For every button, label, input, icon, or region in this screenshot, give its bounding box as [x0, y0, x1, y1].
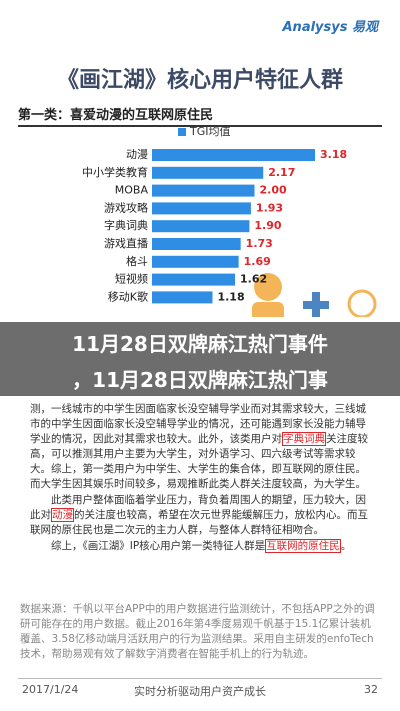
- category-label: 动漫: [126, 147, 148, 161]
- footer-page: 32: [364, 683, 378, 696]
- footer-slogan: 实时分析驱动用户资产成长: [134, 685, 266, 698]
- value-label: 3.18: [320, 148, 347, 161]
- footer-rule: [18, 678, 382, 679]
- paragraph: 综上，《画江湖》IP核心用户第一类特征人群是互联网的原住民。: [30, 539, 370, 554]
- category-label: 游戏直播: [104, 236, 148, 250]
- subtitle: 第一类：喜爱动漫的互联网原住民: [18, 104, 382, 127]
- paragraph: 此类用户整体面临着学业压力，背负着周围人的期望，压力较大，因此对动漫的关注度也较…: [30, 493, 370, 538]
- value-label: 1.93: [256, 201, 283, 214]
- text-run: 综上，《画江湖》IP核心用户第一类特征人群是: [51, 540, 266, 552]
- highlight: 互联网的原住民: [265, 539, 341, 553]
- bar: [152, 202, 251, 215]
- text-run: 关注度较高，可以推测其用户主要为大学生，对外语学习、四六级考试等需求较大。综上，…: [30, 433, 368, 490]
- value-label: 1.73: [246, 237, 273, 250]
- legend-label: TGI均值: [189, 125, 231, 138]
- category-label: 短视频: [115, 272, 148, 286]
- text-run: 。: [340, 540, 352, 552]
- bar: [152, 184, 255, 197]
- category-label: 游戏攻略: [104, 200, 148, 214]
- value-label: 2.00: [260, 184, 287, 197]
- category-label: 移动K歌: [108, 289, 148, 303]
- category-label: 中小学类教育: [82, 165, 148, 179]
- bar: [152, 166, 264, 179]
- paragraph: 测，一线城市的中学生因面临家长没空辅导学业而对其需求较大，三线城市的中学生因面临…: [30, 402, 370, 492]
- source-note: 数据来源：千帆以平台APP中的用户数据进行监测统计，不包括APP之外的调研可能存…: [20, 603, 375, 660]
- value-label: 1.69: [244, 255, 271, 268]
- overlay-band: [0, 322, 400, 396]
- body-text: 测，一线城市的中学生因面临家长没空辅导学业而对其需求较大，三线城市的中学生因面临…: [30, 402, 370, 555]
- logo: Analysys 易观: [282, 20, 379, 35]
- bar: [152, 238, 241, 250]
- legend-swatch: [178, 128, 186, 136]
- text-run: 此类用户整体面临着学业压力，背负着周围人的期望，压力较大，因此对: [30, 494, 366, 521]
- illustration: [252, 273, 377, 317]
- bar: [152, 273, 236, 286]
- bar: [152, 291, 213, 304]
- bar: [152, 149, 315, 161]
- title: 《画江湖》核心用户特征人群: [56, 68, 343, 93]
- text-run: 的关注度也较高，希望在次元世界能缓解压力，放松内心。而互联网的原住民也是二次元的…: [30, 509, 368, 536]
- value-label: 1.18: [217, 290, 244, 303]
- category-label: MOBA: [115, 184, 149, 197]
- text-run: 测，一线城市的中学生因面临家长没空辅导学业而对其需求较大，三线城市的中学生因面临…: [30, 403, 366, 445]
- footer-date: 2017/1/24: [22, 683, 79, 696]
- value-label: 1.90: [254, 219, 281, 232]
- value-label: 2.17: [268, 166, 295, 179]
- bar: [152, 220, 250, 233]
- overlay-line: ，11月28日双牌麻江热门事: [72, 368, 328, 392]
- overlay-line: 11月28日双牌麻江热门事件: [72, 332, 328, 356]
- category-label: 字典词典: [104, 218, 148, 232]
- highlight: 动漫: [51, 508, 74, 522]
- highlight: 字典词典: [282, 432, 326, 446]
- value-label: 1.62: [240, 273, 267, 286]
- category-label: 格斗: [126, 254, 148, 268]
- bar: [152, 255, 239, 268]
